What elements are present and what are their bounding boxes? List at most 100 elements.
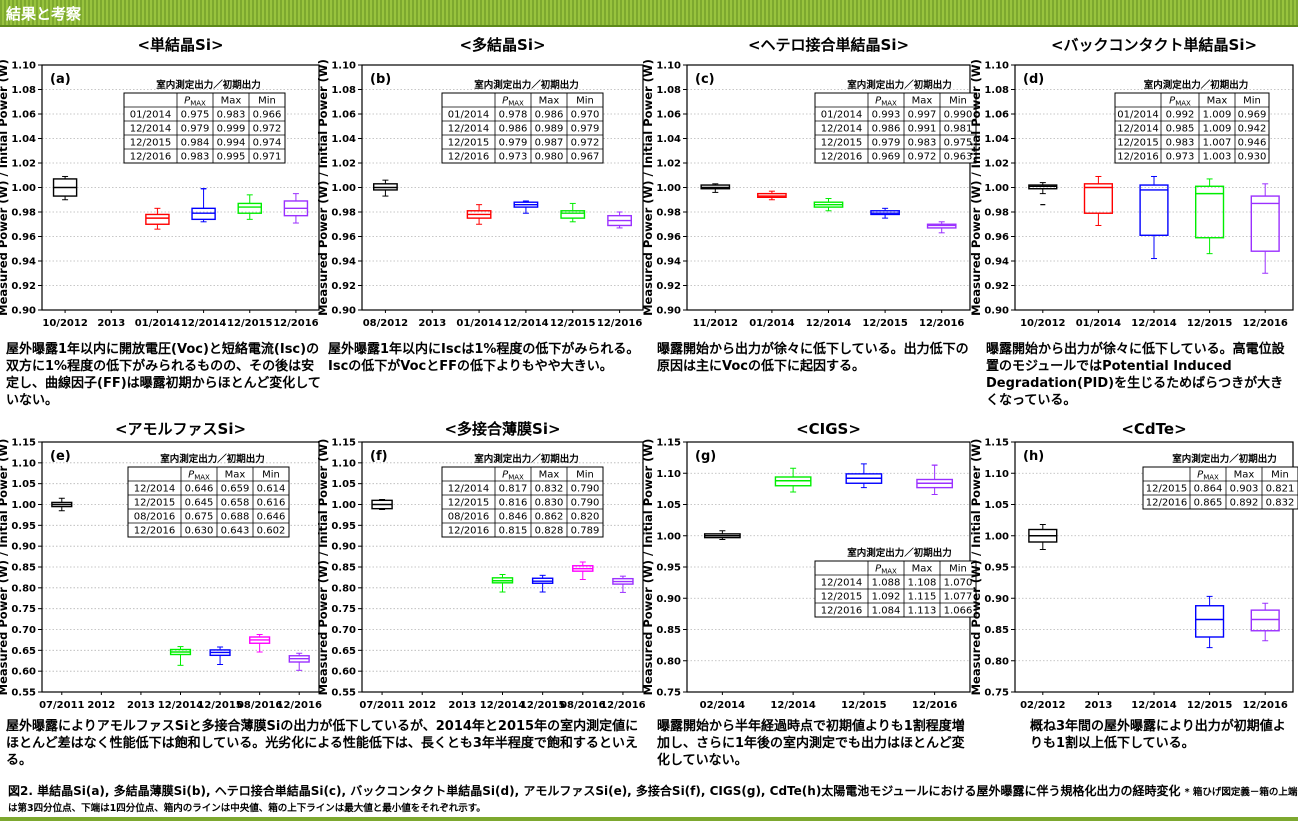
box-e-5 <box>249 634 271 653</box>
table-header-pmax: PMAX <box>1169 96 1191 108</box>
x-tick-label: 2012 <box>408 700 436 711</box>
x-tick-label: 12/2014 <box>503 318 548 329</box>
table-cell: 0.602 <box>257 526 286 537</box>
y-tick-label: 1.15 <box>331 438 356 449</box>
table-cell: 1.066 <box>944 606 973 617</box>
table-cell: 08/2016 <box>448 512 490 523</box>
y-tick-label: 1.00 <box>656 531 681 542</box>
table-cell: 0.846 <box>499 512 528 523</box>
table-cell: 0.969 <box>1238 110 1267 121</box>
y-tick-label: 1.06 <box>656 110 681 121</box>
table-cell: 12/2016 <box>448 526 490 537</box>
y-tick-label: 1.10 <box>984 61 1009 72</box>
x-tick-label: 08/2016 <box>237 700 282 711</box>
table-cell: 12/2014 <box>821 578 863 589</box>
box-c-4 <box>926 221 957 234</box>
table-cell: 0.862 <box>535 512 564 523</box>
table-cell: 0.903 <box>1230 484 1259 495</box>
table-cell: 12/2016 <box>130 152 172 163</box>
table-cell: 12/2015 <box>134 498 176 509</box>
chart-title-c: <ヘテロ接合単結晶Si> <box>748 36 909 54</box>
description-h: 概ね3年間の屋外曝露により出力が初期値よりも1割以上低下している。 <box>1030 719 1286 751</box>
table-title: 室内測定出力／初期出力 <box>1172 453 1277 465</box>
y-tick-label: 0.85 <box>11 563 36 574</box>
iqr-box <box>1139 184 1169 236</box>
table-header: Max <box>221 96 242 107</box>
box-b-5 <box>607 211 632 229</box>
table-header: Max <box>1234 470 1255 481</box>
table-cell: 0.828 <box>535 526 564 537</box>
box-a-2 <box>145 207 170 230</box>
table-cell: 1.007 <box>1203 138 1232 149</box>
table-cell: 0.983 <box>181 152 210 163</box>
y-tick-label: 0.90 <box>11 542 36 553</box>
table-cell: 0.985 <box>1166 124 1195 135</box>
table-cell: 12/2015 <box>821 592 863 603</box>
x-tick-label: 12/2016 <box>597 318 642 329</box>
y-tick-label: 0.85 <box>331 563 356 574</box>
x-tick-label: 12/2016 <box>600 700 645 711</box>
table-cell: 1.088 <box>872 578 901 589</box>
table-cell: 0.971 <box>253 152 282 163</box>
chart-f: <多接合薄膜Si> 0.55 0.60 0.65 0.70 0.75 0.80 0.85 0.9… <box>316 420 646 711</box>
y-tick-label: 1.00 <box>984 531 1009 542</box>
y-tick-label: 1.05 <box>11 479 36 490</box>
x-tick-label: 07/2011 <box>39 700 84 711</box>
y-tick-label: 0.94 <box>331 257 356 268</box>
box-h-0 <box>1028 524 1058 550</box>
y-tick-label: 0.65 <box>331 646 356 657</box>
box-a-3 <box>191 188 216 223</box>
box-e-0 <box>51 497 73 512</box>
y-tick-label: 1.10 <box>656 469 681 480</box>
y-tick-label: 0.80 <box>11 583 36 594</box>
table-cell: 1.113 <box>908 606 937 617</box>
table-cell: 0.981 <box>944 124 973 135</box>
y-axis-label: Measured Power (W) / Initial Power (W) <box>641 59 655 316</box>
table-cell: 0.658 <box>221 498 250 509</box>
table-header: Min <box>1271 470 1289 481</box>
panel-label-a: (a) <box>50 72 71 87</box>
table-cell: 12/2014 <box>1117 124 1159 135</box>
data-table-g: 室内測定出力／初期出力 PMAX Max Min 12/2014 1.088 1.108 1.… <box>814 547 977 618</box>
table-cell: 0.966 <box>253 110 282 121</box>
table-header-pmax: PMAX <box>875 564 897 576</box>
y-tick-label: 1.05 <box>331 479 356 490</box>
caption-text: 図2. 単結晶Si(a), 多結晶薄膜Si(b), ヘテロ接合単結晶Si(c),… <box>8 784 1181 798</box>
x-tick-label: 12/2015 <box>550 318 595 329</box>
table-header: Max <box>539 470 560 481</box>
x-tick-label: 07/2011 <box>359 700 404 711</box>
box-b-2 <box>466 204 492 225</box>
table-cell: 1.009 <box>1203 124 1232 135</box>
table-frame <box>441 92 604 164</box>
table-cell: 1.108 <box>908 578 937 589</box>
table-cell: 0.972 <box>908 152 937 163</box>
x-tick-label: 12/2014 <box>806 318 851 329</box>
x-tick-label: 02/2012 <box>1020 700 1065 711</box>
figure-caption: 図2. 単結晶Si(a), 多結晶薄膜Si(b), ヘテロ接合単結晶Si(c),… <box>8 784 1298 816</box>
iqr-box <box>560 210 586 219</box>
iqr-box <box>1250 609 1280 632</box>
table-cell: 0.820 <box>571 512 600 523</box>
y-tick-label: 0.92 <box>656 281 681 292</box>
table-cell: 0.946 <box>1238 138 1267 149</box>
chart-title-f: <多接合薄膜Si> <box>444 420 560 438</box>
table-cell: 0.983 <box>908 138 937 149</box>
y-tick-label: 0.94 <box>656 257 681 268</box>
table-cell: 0.973 <box>499 152 528 163</box>
table-cell: 0.997 <box>908 110 937 121</box>
y-tick-label: 0.95 <box>984 563 1009 574</box>
y-tick-label: 0.90 <box>984 306 1009 317</box>
y-tick-label: 0.80 <box>984 656 1009 667</box>
table-cell: 0.987 <box>535 138 564 149</box>
box-a-4 <box>237 194 262 220</box>
y-tick-label: 0.80 <box>656 656 681 667</box>
description-g: 曝露開始から半年経過時点で初期値よりも1割程度増加し、さらに1年後の室内測定でも… <box>657 719 965 768</box>
y-tick-label: 0.60 <box>11 667 36 678</box>
table-header: Max <box>912 96 933 107</box>
x-tick-label: 11/2012 <box>693 318 738 329</box>
table-cell: 0.614 <box>257 484 286 495</box>
y-axis-label: Measured Power (W) / Initial Power (W) <box>0 439 10 696</box>
x-tick-label: 2013 <box>418 318 446 329</box>
iqr-box <box>1194 605 1225 638</box>
